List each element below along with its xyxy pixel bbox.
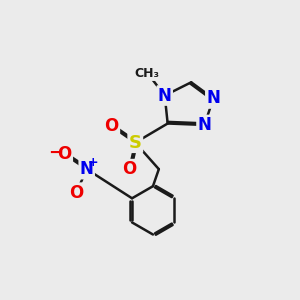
Text: S: S [129,134,142,152]
Text: N: N [206,89,220,107]
Text: O: O [58,146,72,164]
Text: O: O [105,117,119,135]
Text: +: + [88,156,98,169]
Text: N: N [197,116,212,134]
Text: O: O [122,160,136,178]
Text: CH₃: CH₃ [135,67,160,80]
Text: N: N [158,86,172,104]
Text: O: O [69,184,83,202]
Text: N: N [80,160,94,178]
Text: −: − [48,144,63,162]
